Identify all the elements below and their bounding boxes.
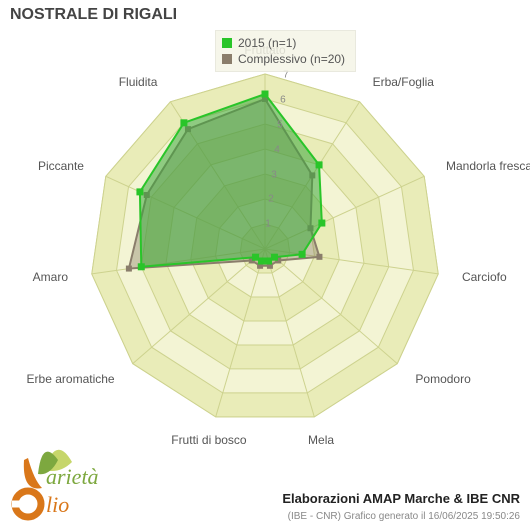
axis-label: Carciofo bbox=[462, 270, 507, 284]
axis-label: Fluidita bbox=[119, 75, 158, 89]
ring-label: 6 bbox=[280, 95, 286, 106]
legend: 2015 (n=1)Complessivo (n=20) bbox=[215, 30, 356, 72]
axis-label: Frutti di bosco bbox=[171, 433, 246, 447]
logo-text-top: arietà bbox=[46, 464, 99, 489]
ring-label: 5 bbox=[277, 119, 283, 130]
legend-item: Complessivo (n=20) bbox=[222, 51, 345, 67]
ring-label: 4 bbox=[274, 144, 280, 155]
legend-label: 2015 (n=1) bbox=[238, 35, 296, 51]
logo: arietà lio bbox=[6, 432, 156, 522]
legend-label: Complessivo (n=20) bbox=[238, 51, 345, 67]
footer-credit: Elaborazioni AMAP Marche & IBE CNR bbox=[282, 491, 520, 506]
radar-svg bbox=[0, 24, 530, 454]
axis-label: Amaro bbox=[33, 270, 68, 284]
axis-label: Erbe aromatiche bbox=[27, 372, 115, 386]
ring-label: 3 bbox=[271, 169, 277, 180]
axis-label: Pomodoro bbox=[415, 372, 470, 386]
axis-label: Mela bbox=[308, 433, 334, 447]
ring-label: 2 bbox=[268, 194, 274, 205]
axis-label: Erba/Foglia bbox=[373, 75, 434, 89]
legend-swatch bbox=[222, 54, 232, 64]
axis-label: Piccante bbox=[38, 159, 84, 173]
radar-chart: 1234567FruttatoErba/FogliaMandorla fresc… bbox=[0, 24, 530, 454]
logo-text-bottom: lio bbox=[46, 492, 69, 517]
page-title: NOSTRALE DI RIGALI bbox=[10, 6, 177, 24]
axis-label: Mandorla fresca bbox=[446, 159, 530, 173]
legend-item: 2015 (n=1) bbox=[222, 35, 345, 51]
legend-swatch bbox=[222, 38, 232, 48]
ring-label: 1 bbox=[265, 219, 271, 230]
footer-timestamp: (IBE - CNR) Grafico generato il 16/06/20… bbox=[288, 511, 520, 522]
